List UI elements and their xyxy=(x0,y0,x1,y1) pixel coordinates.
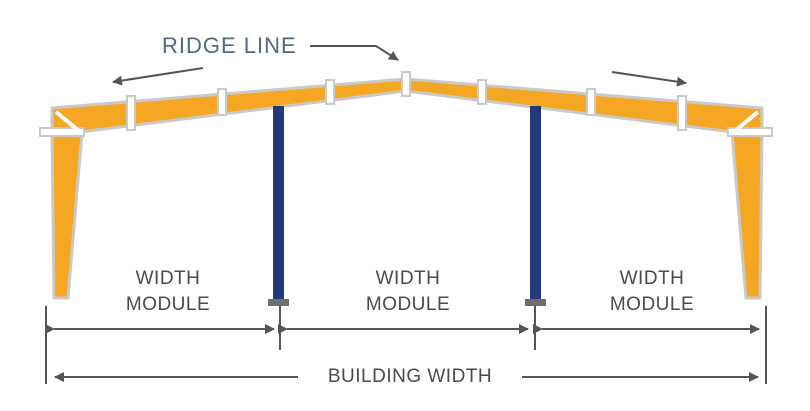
splice-plate xyxy=(126,95,136,131)
interior-column-left-base xyxy=(268,299,289,306)
bay-label-line1: WIDTH xyxy=(135,268,201,289)
interior-column-right-base xyxy=(525,299,546,306)
ridge-line-leader xyxy=(310,45,399,61)
right-knee-brace xyxy=(734,110,760,132)
bay-label-2: WIDTH MODULE xyxy=(338,266,478,317)
building-width-label: BUILDING WIDTH xyxy=(327,366,493,387)
right-knee-plate xyxy=(727,127,773,137)
splice-plates xyxy=(126,71,687,131)
slope-arrow-right xyxy=(611,71,687,87)
slope-arrow-left xyxy=(112,67,204,86)
splice-plate xyxy=(477,79,487,105)
bay-label-line1: WIDTH xyxy=(619,268,685,289)
right-tapered-column xyxy=(730,131,764,300)
splice-plate xyxy=(217,88,227,116)
splice-plate xyxy=(401,71,411,97)
ridge-line-label: RIDGE LINE xyxy=(162,33,297,58)
splice-plate xyxy=(677,95,687,131)
left-knee-plate xyxy=(39,127,85,137)
left-tapered-column xyxy=(50,131,84,300)
bay-label-line2: MODULE xyxy=(365,293,451,315)
bay-label-line2: MODULE xyxy=(125,293,211,315)
bay-label-line2: MODULE xyxy=(609,293,695,315)
interior-column-left xyxy=(273,106,284,300)
bay-label-line1: WIDTH xyxy=(375,268,441,289)
bay-label-3: WIDTH MODULE xyxy=(582,266,722,317)
splice-plate xyxy=(325,79,335,105)
interior-column-right xyxy=(530,106,541,300)
left-knee-brace xyxy=(54,110,80,132)
splice-plate xyxy=(586,88,596,116)
bay-label-1: WIDTH MODULE xyxy=(98,266,238,317)
